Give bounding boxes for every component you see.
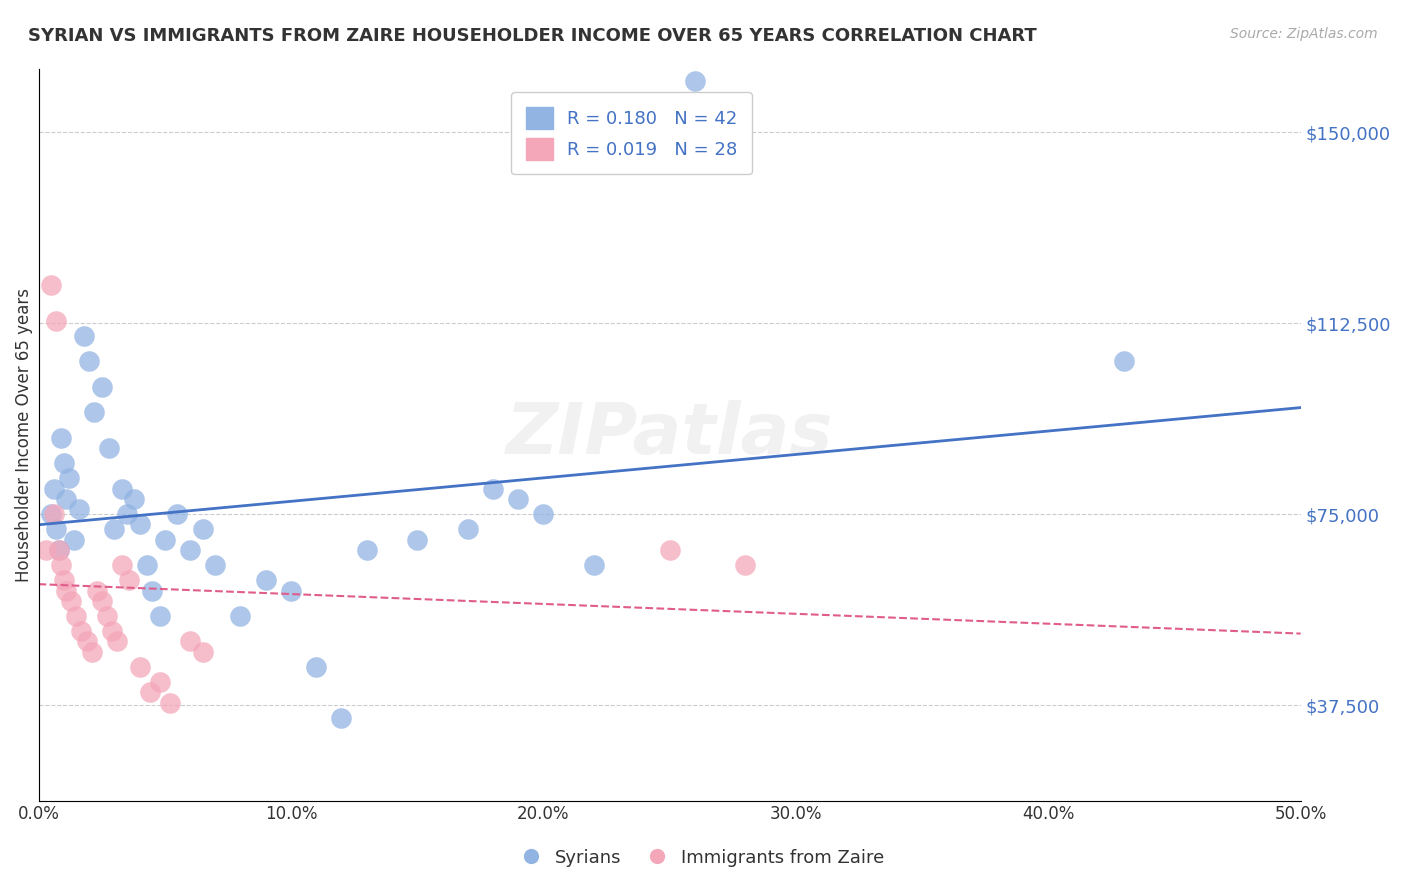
Point (531, 507, 554, 521)
Point (39, 507, 62, 521)
Point (734, 558, 756, 572)
Point (179, 542, 201, 557)
Point (52, 574, 75, 588)
Point (42, 482, 65, 496)
Text: Source: ZipAtlas.com: Source: ZipAtlas.com (1230, 27, 1378, 41)
Point (83, 405, 105, 419)
Point (90, 380, 112, 394)
Point (86, 583, 108, 598)
Point (254, 574, 277, 588)
Point (149, 609, 172, 624)
Point (73, 329, 96, 343)
Point (100, 624, 122, 639)
Point (51, 558, 73, 572)
Point (406, 533, 429, 547)
Y-axis label: Householder Income Over 65 years: Householder Income Over 65 years (15, 287, 32, 582)
Point (141, 583, 163, 598)
Point (118, 574, 141, 588)
Text: ZIPatlas: ZIPatlas (506, 401, 834, 469)
Point (65, 609, 87, 624)
Legend: Syrians, Immigrants from Zaire: Syrians, Immigrants from Zaire (515, 841, 891, 874)
Point (280, 583, 302, 598)
Point (52, 456, 75, 470)
Point (128, 660, 150, 674)
Point (80, 645, 103, 659)
Point (356, 542, 378, 557)
Point (103, 523, 125, 537)
Text: SYRIAN VS IMMIGRANTS FROM ZAIRE HOUSEHOLDER INCOME OVER 65 YEARS CORRELATION CHA: SYRIAN VS IMMIGRANTS FROM ZAIRE HOUSEHOL… (28, 27, 1036, 45)
Point (111, 558, 134, 572)
Point (77, 354, 100, 368)
Point (204, 558, 226, 572)
Point (55, 491, 77, 506)
Point (330, 711, 353, 725)
Point (60, 593, 83, 607)
Point (55, 583, 77, 598)
Point (48, 542, 70, 557)
Legend: R = 0.180   N = 42, R = 0.019   N = 28: R = 0.180 N = 42, R = 0.019 N = 28 (512, 92, 752, 174)
Point (229, 609, 252, 624)
Point (136, 558, 159, 572)
Point (39, 277, 62, 292)
Point (51, 431, 73, 445)
Point (508, 491, 530, 506)
Point (111, 482, 134, 496)
Point (115, 507, 138, 521)
Point (45, 523, 67, 537)
Point (191, 523, 214, 537)
Point (35, 542, 58, 557)
Point (58, 471, 80, 485)
Point (96, 609, 118, 624)
Point (105, 634, 128, 648)
Point (67, 502, 90, 516)
Point (138, 685, 160, 699)
Point (582, 558, 605, 572)
Point (179, 634, 201, 648)
Point (153, 533, 176, 547)
Point (45, 313, 67, 327)
Point (305, 660, 328, 674)
Point (70, 624, 93, 639)
Point (76, 634, 98, 648)
Point (482, 482, 505, 496)
Point (98, 441, 121, 455)
Point (124, 491, 146, 506)
Point (48, 542, 70, 557)
Point (683, 74, 706, 88)
Point (42, 507, 65, 521)
Point (128, 517, 150, 532)
Point (63, 533, 86, 547)
Point (149, 675, 172, 690)
Point (658, 542, 681, 557)
Point (166, 507, 188, 521)
Point (1112, 354, 1135, 368)
Point (457, 523, 479, 537)
Point (90, 593, 112, 607)
Point (159, 696, 181, 710)
Point (191, 645, 214, 659)
